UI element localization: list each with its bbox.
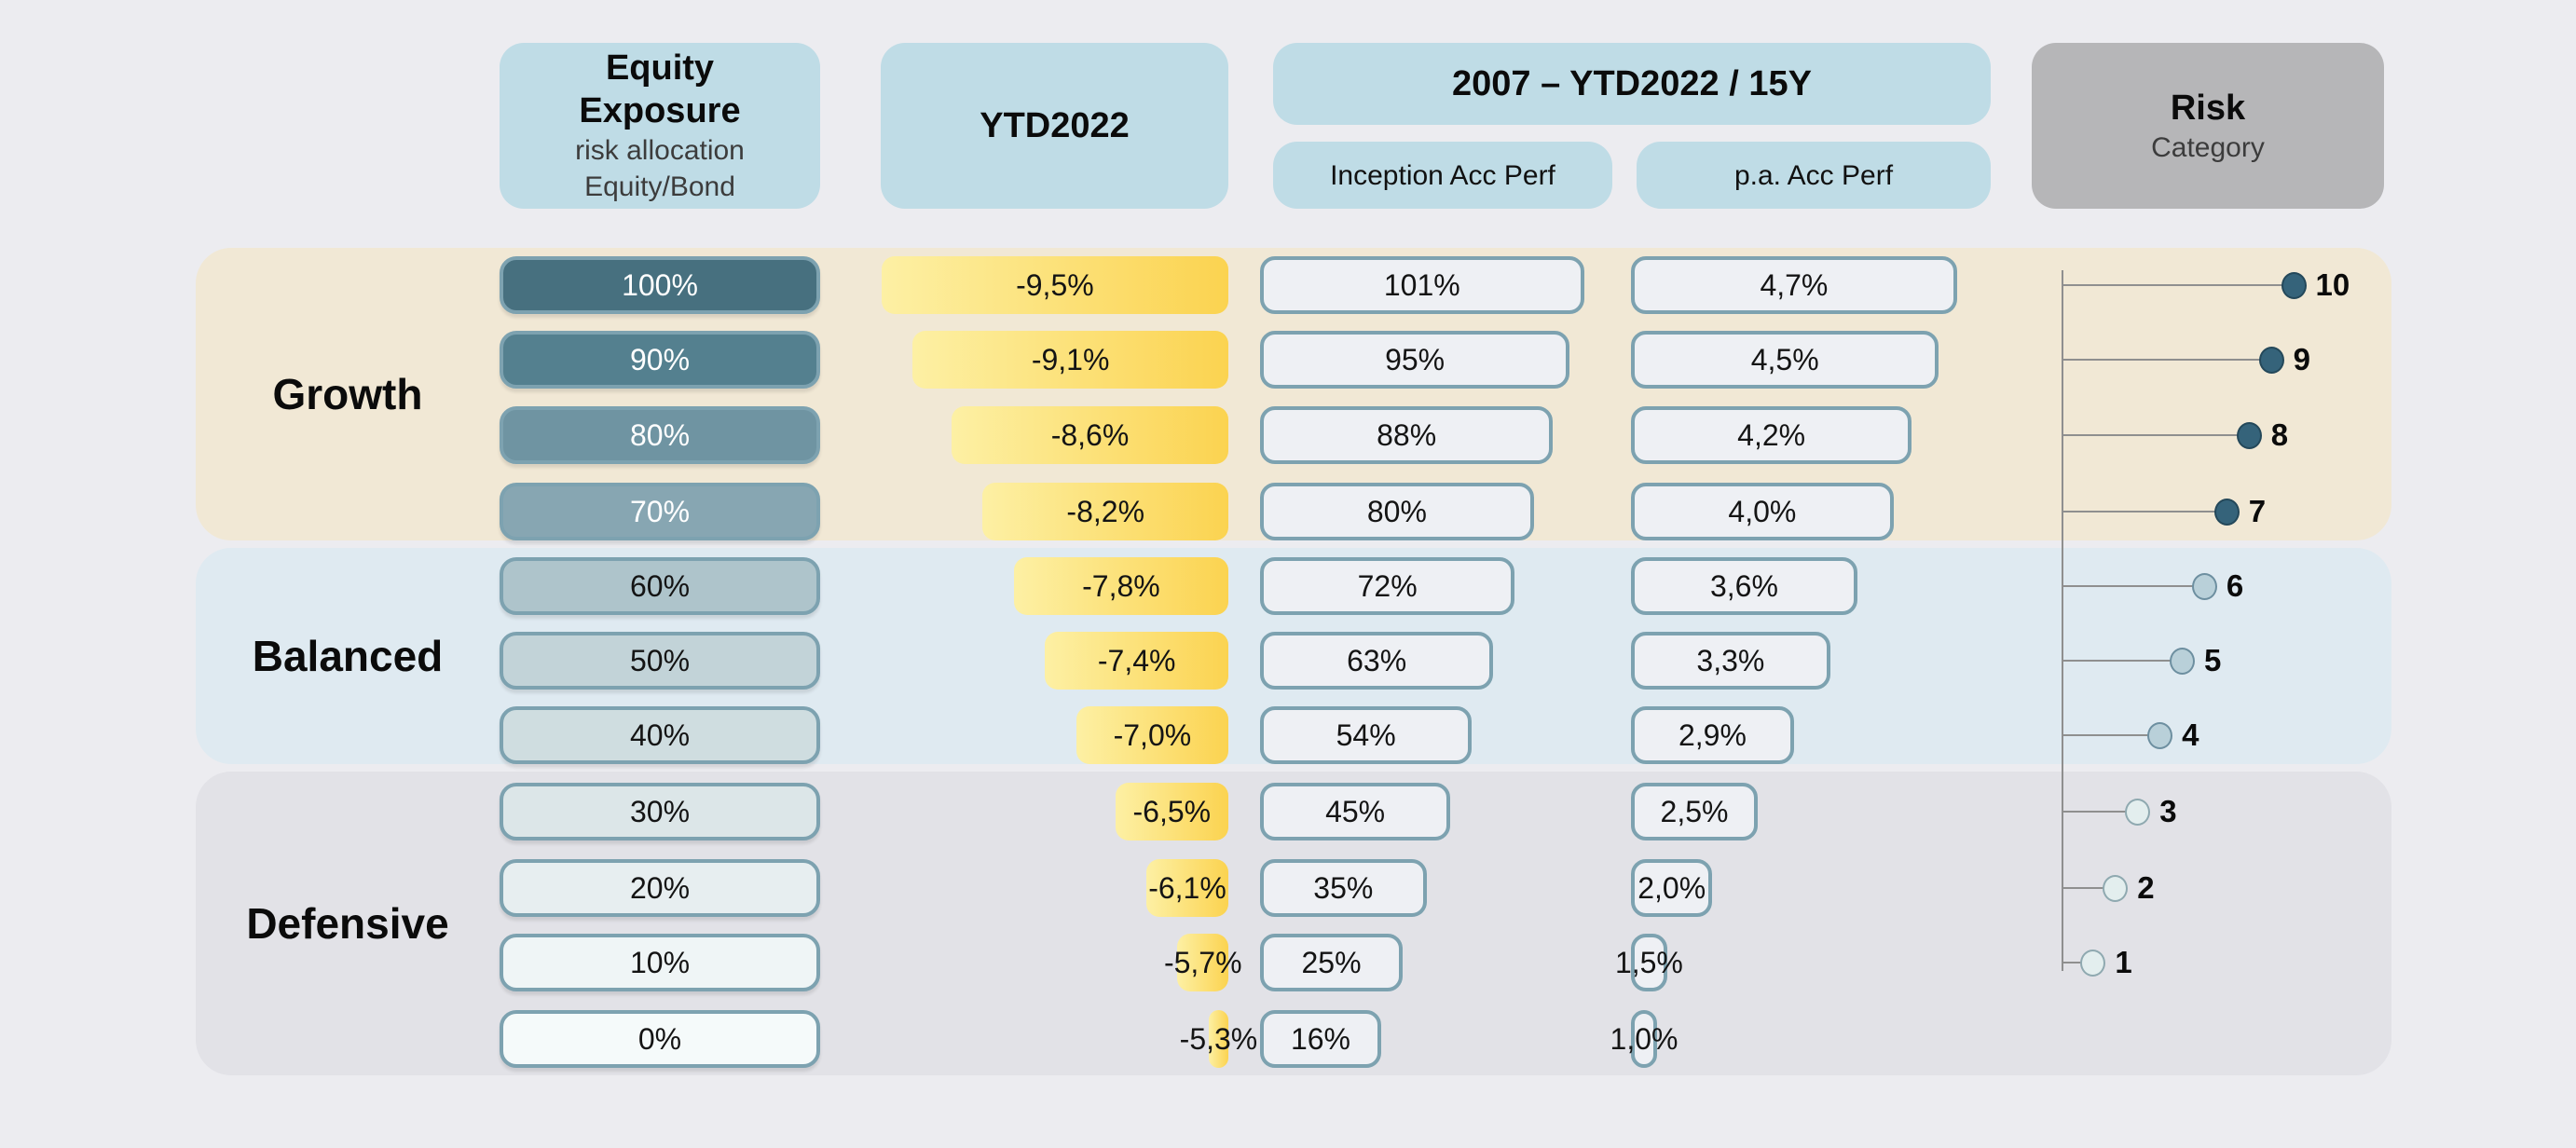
inception-acc-perf-bar: 25% [1260, 934, 1403, 991]
risk-category-number: 4 [2182, 718, 2199, 752]
inception-acc-perf-bar: 16% [1260, 1010, 1381, 1068]
ytd-performance-bar: -8,2% [982, 483, 1228, 540]
ytd-performance-bar: -9,1% [912, 331, 1228, 389]
risk-category-number: 7 [2248, 494, 2267, 528]
equity-header-subtitle-line2: Equity/Bond [584, 171, 735, 202]
ytd-performance-bar: -5,3% [1180, 1010, 1257, 1068]
risk-header-subtitle: Category [2151, 131, 2265, 163]
risk-category-dot [2080, 949, 2106, 977]
risk-connector-line [2062, 434, 2250, 436]
period-header-title: 2007 – YTD2022 / 15Y [1452, 64, 1812, 103]
risk-connector-line [2062, 734, 2160, 736]
risk-category-number: 1 [2115, 945, 2132, 979]
risk-connector-line [2062, 511, 2227, 512]
equity-exposure-bar: 90% [500, 331, 820, 389]
pa-acc-perf-label: p.a. Acc Perf [1733, 159, 1894, 191]
risk-category-dot [2103, 874, 2129, 902]
inception-acc-perf-bar: 80% [1260, 483, 1534, 540]
equity-exposure-bar: 70% [500, 483, 820, 540]
inception-acc-perf-bar: 95% [1260, 331, 1570, 389]
inception-acc-perf-bar: 45% [1260, 783, 1451, 840]
pa-acc-perf-bar: 3,3% [1631, 632, 1830, 690]
equity-exposure-bar: 20% [500, 859, 820, 917]
risk-axis-line [2062, 270, 2063, 971]
ytd-performance-bar: -6,5% [1115, 783, 1228, 840]
equity-header-title-line2: Exposure [579, 91, 741, 130]
section-label-balanced: Balanced [252, 632, 444, 680]
inception-acc-perf-bar: 35% [1260, 859, 1427, 917]
pa-acc-perf-bar: 4,7% [1631, 256, 1957, 314]
risk-category-number: 8 [2270, 417, 2289, 452]
risk-connector-line [2062, 811, 2138, 813]
inception-acc-perf-bar: 88% [1260, 406, 1554, 464]
risk-connector-line [2062, 284, 2294, 286]
risk-category-dot [2191, 572, 2217, 600]
ytd-performance-bar: -7,8% [1013, 557, 1228, 615]
ytd-performance-bar: -7,4% [1045, 632, 1228, 690]
inception-acc-perf-header: Inception Acc Perf [1273, 142, 1612, 209]
risk-category-number: 5 [2204, 643, 2222, 677]
equity-exposure-bar: 80% [500, 406, 820, 464]
equity-header-subtitle-line1: risk allocation [575, 135, 745, 166]
ytd-performance-bar: -9,5% [881, 256, 1228, 314]
inception-acc-perf-bar: 101% [1260, 256, 1584, 314]
risk-category-header: Risk Category [2032, 43, 2384, 209]
section-label-growth: Growth [272, 370, 423, 418]
pa-acc-perf-bar: 4,5% [1631, 331, 1939, 389]
equity-exposure-bar: 30% [500, 783, 820, 840]
equity-header-title-line1: Equity [605, 48, 715, 88]
risk-connector-line [2062, 887, 2116, 889]
equity-exposure-bar: 10% [500, 934, 820, 991]
risk-header-title: Risk [2170, 88, 2246, 128]
ytd-performance-bar: -6,1% [1146, 859, 1228, 917]
risk-category-dot [2213, 498, 2240, 526]
equity-exposure-bar: 40% [500, 706, 820, 764]
equity-exposure-bar: 0% [500, 1010, 820, 1068]
risk-category-dot [2147, 721, 2173, 749]
risk-category-dot [2125, 798, 2151, 826]
ytd2022-header: YTD2022 [881, 43, 1228, 209]
risk-category-dot [2170, 647, 2195, 675]
pa-acc-perf-bar: 4,0% [1631, 483, 1894, 540]
pa-acc-perf-bar: 2,9% [1631, 706, 1794, 764]
risk-category-number: 10 [2315, 267, 2350, 302]
risk-connector-line [2062, 585, 2205, 587]
equity-exposure-bar: 50% [500, 632, 820, 690]
ytd2022-header-title: YTD2022 [980, 106, 1130, 145]
pa-acc-perf-bar: 2,0% [1631, 859, 1713, 917]
inception-acc-perf-bar: 72% [1260, 557, 1515, 615]
risk-category-dot [2281, 271, 2307, 299]
pa-acc-perf-bar: 3,6% [1631, 557, 1857, 615]
ytd-performance-bar: -7,0% [1076, 706, 1228, 764]
pa-acc-perf-bar: 2,5% [1631, 783, 1758, 840]
pa-acc-perf-header: p.a. Acc Perf [1637, 142, 1991, 209]
equity-exposure-bar: 60% [500, 557, 820, 615]
inception-acc-perf-bar: 54% [1260, 706, 1473, 764]
risk-category-number: 2 [2137, 870, 2155, 905]
inception-acc-perf-label: Inception Acc Perf [1330, 159, 1555, 191]
pa-acc-perf-bar: 4,2% [1631, 406, 1912, 464]
period-header: 2007 – YTD2022 / 15Y [1273, 43, 1991, 125]
pa-acc-perf-bar: 1,0% [1610, 1010, 1678, 1068]
ytd-performance-bar: -8,6% [952, 406, 1228, 464]
risk-category-number: 9 [2293, 342, 2310, 376]
risk-category-dot [2236, 421, 2262, 449]
pa-acc-perf-bar: 1,5% [1615, 934, 1683, 991]
ytd-performance-bar: -5,7% [1164, 934, 1242, 991]
risk-connector-line [2062, 962, 2093, 964]
risk-category-dot [2258, 346, 2284, 374]
inception-acc-perf-bar: 63% [1260, 632, 1494, 690]
equity-exposure-header: Equity Exposure risk allocation Equity/B… [500, 43, 820, 209]
risk-category-number: 3 [2159, 794, 2177, 828]
risk-connector-line [2062, 660, 2183, 662]
equity-exposure-bar: 100% [500, 256, 820, 314]
risk-connector-line [2062, 359, 2272, 361]
section-label-defensive: Defensive [246, 899, 449, 948]
risk-category-number: 6 [2226, 568, 2244, 603]
